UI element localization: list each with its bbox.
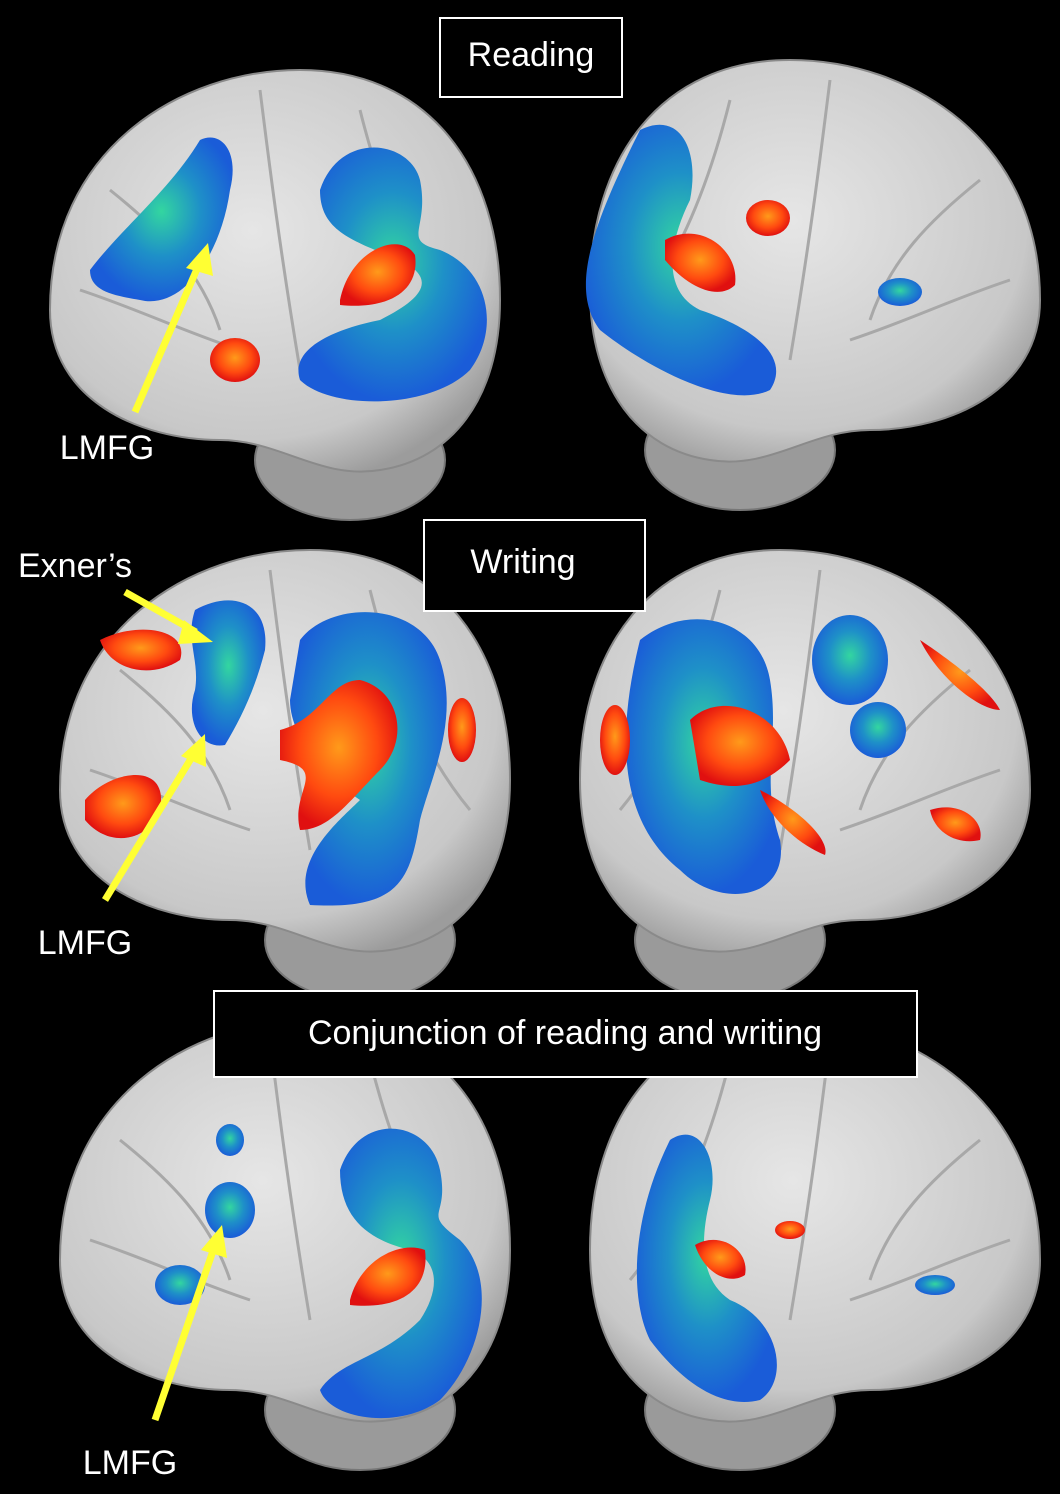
activation: [350, 1247, 426, 1306]
title-box: [423, 519, 646, 612]
activation: [191, 600, 266, 746]
region-label: LMFG: [38, 924, 132, 962]
arrowhead: [178, 620, 213, 644]
activation: [205, 1182, 255, 1238]
activation: [320, 1128, 482, 1419]
arrowhead: [186, 243, 213, 276]
arrowhead: [201, 1225, 227, 1258]
activation: [746, 200, 790, 236]
activation: [448, 698, 476, 762]
activation: [340, 244, 416, 306]
activation: [216, 1124, 244, 1156]
activation: [920, 640, 1000, 710]
title-box: [439, 17, 623, 98]
reading-panel: Reading LMFG: [48, 17, 1042, 522]
activation: [155, 1265, 205, 1305]
activation: [915, 1275, 955, 1295]
activation: [280, 680, 398, 830]
panel-title: Conjunction of reading and writing: [308, 1014, 822, 1052]
arrowhead: [181, 734, 206, 767]
region-label: LMFG: [60, 429, 154, 467]
activation: [636, 1134, 777, 1402]
activation: [210, 338, 260, 382]
activation: [585, 124, 777, 396]
conjunction-panel: Conjunction of reading and writing LMFG: [58, 990, 1042, 1482]
region-label: LMFG: [83, 1444, 177, 1482]
activation: [695, 1239, 746, 1279]
activation: [85, 775, 162, 839]
region-label: Exner’s: [18, 547, 132, 585]
title-box: [213, 990, 918, 1078]
activation: [760, 790, 826, 855]
activation: [298, 147, 487, 402]
activation: [665, 233, 736, 292]
arrow: [151, 1243, 219, 1422]
arrow: [102, 750, 198, 902]
activation: [600, 705, 630, 775]
activation: [930, 807, 981, 842]
activation: [850, 702, 906, 758]
activation: [775, 1221, 805, 1239]
activation: [690, 705, 790, 786]
panel-title: Writing: [470, 543, 575, 581]
activation: [812, 615, 888, 705]
activation: [878, 278, 922, 306]
arrow: [131, 260, 204, 414]
activation: [100, 629, 182, 671]
writing-panel: Writing Exner’s LMFG: [18, 519, 1032, 1002]
panel-title: Reading: [468, 36, 595, 74]
